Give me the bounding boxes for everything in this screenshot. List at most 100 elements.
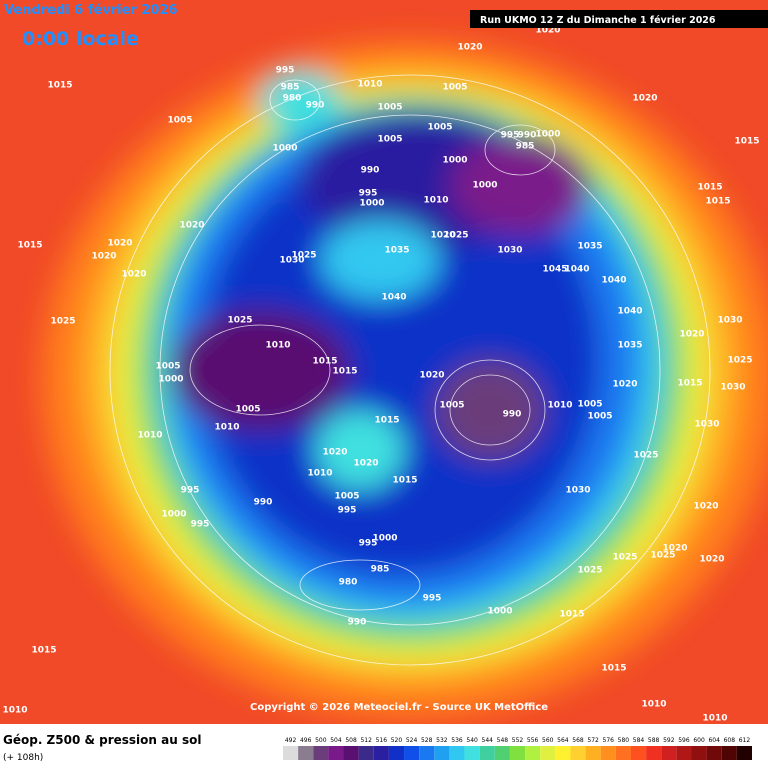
pressure-label: 1010 <box>641 700 666 710</box>
pressure-label: 1025 <box>50 317 75 327</box>
pressure-label: 1015 <box>601 664 626 674</box>
pressure-label: 1005 <box>439 401 464 411</box>
pressure-label: 1010 <box>423 196 448 206</box>
colorbar-label: 560 <box>542 737 554 744</box>
pressure-label: 1005 <box>577 400 602 410</box>
pressure-label: 1010 <box>702 714 727 724</box>
pressure-label: 1015 <box>374 416 399 426</box>
pressure-label: 1000 <box>359 199 384 209</box>
colorbar-label: 588 <box>648 737 660 744</box>
pressure-label: 990 <box>306 101 325 111</box>
date: Vendredi 6 février 2026 <box>4 3 178 18</box>
pressure-label: 990 <box>518 131 537 141</box>
colorbar-swatch <box>691 746 707 760</box>
pressure-label: 1005 <box>587 412 612 422</box>
pressure-label: 1020 <box>430 231 455 241</box>
colorbar-swatch <box>464 746 480 760</box>
pressure-label: 1000 <box>535 130 560 140</box>
pressure-label: 1010 <box>214 423 239 433</box>
pressure-label: 1005 <box>427 123 452 133</box>
pressure-label: 995 <box>338 506 357 516</box>
colorbar: 492 496 500 504 508 512 516 520 524 528 532 536 540 5… <box>283 737 752 760</box>
pressure-label: 1020 <box>632 94 657 104</box>
colorbar-label: 540 <box>466 737 478 744</box>
pressure-label: 1000 <box>487 607 512 617</box>
colorbar-label: 592 <box>663 737 675 744</box>
colorbar-swatch <box>600 746 616 760</box>
colorbar-label: 500 <box>315 737 327 744</box>
pressure-label: 990 <box>503 410 522 420</box>
pressure-label: 1020 <box>535 26 560 36</box>
pressure-label: 1015 <box>392 476 417 486</box>
colorbar-swatch <box>419 746 435 760</box>
pressure-label: 1020 <box>457 43 482 53</box>
pressure-label: 995 <box>423 594 442 604</box>
colorbar-swatch <box>555 746 571 760</box>
pressure-label: 1035 <box>617 341 642 351</box>
colorbar-swatch <box>646 746 662 760</box>
pressure-label: 1005 <box>334 492 359 502</box>
pressure-label: 1010 <box>307 469 332 479</box>
pressure-label: 1030 <box>497 246 522 256</box>
run-box <box>470 10 768 28</box>
colorbar-swatch <box>615 746 631 760</box>
pressure-label: 1000 <box>158 375 183 385</box>
pressure-labels: 1015100599598598099010001010100510051005… <box>2 26 759 724</box>
pressure-label: 1025 <box>227 316 252 326</box>
colorbar-label: 504 <box>330 737 342 744</box>
pressure-label: 1025 <box>650 551 675 561</box>
colorbar-swatch <box>630 746 647 760</box>
map <box>0 0 768 724</box>
colorbar-swatch <box>298 746 314 760</box>
pressure-label: 995 <box>359 189 378 199</box>
colorbar-label: 604 <box>708 737 720 744</box>
colorbar-swatch <box>343 746 359 760</box>
colorbar-label: 608 <box>724 737 736 744</box>
pressure-label: 1020 <box>353 459 378 469</box>
pressure-label: 1010 <box>137 431 162 441</box>
pressure-label: 1025 <box>612 553 637 563</box>
colorbar-swatch <box>434 746 450 760</box>
pressure-label: 1020 <box>679 330 704 340</box>
pressure-label: 1020 <box>419 371 444 381</box>
pressure-label: 1015 <box>47 81 72 91</box>
pressure-label: 995 <box>276 66 295 76</box>
pressure-label: 985 <box>281 83 300 93</box>
colorbar-label: 524 <box>406 737 418 744</box>
pressure-label: 1035 <box>384 246 409 256</box>
colorbar-label: 532 <box>436 737 448 744</box>
colorbar-label: 600 <box>693 737 705 744</box>
pressure-label: 1005 <box>167 116 192 126</box>
pressure-label: 1015 <box>705 197 730 207</box>
colorbar-label: 528 <box>421 737 433 744</box>
pressure-label: 1020 <box>179 221 204 231</box>
pressure-label: 1045 <box>542 265 567 275</box>
legend-lead: (+ 108h) <box>3 753 43 763</box>
colorbar-label: 556 <box>527 737 539 744</box>
colorbar-label: 572 <box>587 737 599 744</box>
colorbar-swatch <box>479 746 495 760</box>
colorbar-swatch <box>525 746 541 760</box>
pressure-label: 1000 <box>372 534 397 544</box>
colorbar-swatch <box>373 746 389 760</box>
pressure-label: 1015 <box>677 379 702 389</box>
pressure-label: 1000 <box>472 181 497 191</box>
pressure-label: 1020 <box>699 555 724 565</box>
pressure-label: 1040 <box>617 307 642 317</box>
pressure-label: 1025 <box>443 231 468 241</box>
pressure-label: 1020 <box>91 252 116 262</box>
pressure-label: 1040 <box>381 293 406 303</box>
colorbar-label: 536 <box>451 737 463 744</box>
pressure-label: 1010 <box>357 80 382 90</box>
pressure-label: 1010 <box>265 341 290 351</box>
pressure-label: 1025 <box>727 356 752 366</box>
colorbar-swatch <box>721 746 737 760</box>
pressure-label: 1020 <box>322 448 347 458</box>
colorbar-label: 544 <box>482 737 494 744</box>
colorbar-swatch <box>328 746 344 760</box>
colorbar-label: 580 <box>618 737 630 744</box>
pressure-label: 990 <box>348 618 367 628</box>
colorbar-label: 496 <box>300 737 312 744</box>
pressure-label: 1040 <box>564 265 589 275</box>
